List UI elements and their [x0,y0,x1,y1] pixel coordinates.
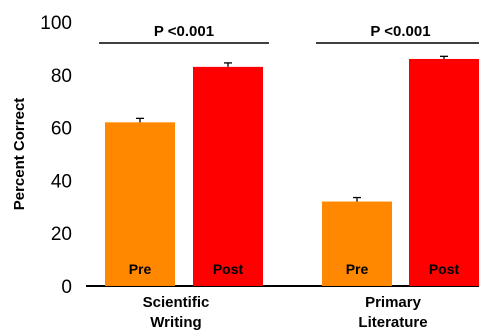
category-label: Scientific [143,294,210,311]
bars [105,55,479,287]
y-axis-label: Percent Correct [11,98,28,211]
bar-label: Pre [346,261,369,277]
category-label: Literature [358,314,427,331]
bar-label: Post [213,261,244,277]
y-tick-label: 100 [40,13,72,34]
y-tick-label: 80 [51,66,72,87]
category-label: Writing [150,314,201,331]
y-tick-label: 20 [51,224,72,245]
bar-pre [105,122,175,286]
y-tick-label: 0 [61,277,72,298]
bar-pre [322,201,392,286]
labels: Pre Post P <0.001 Scientific Writing Pre Post P… [99,23,479,331]
bar-post [193,66,263,286]
y-tick-label: 60 [51,119,72,140]
significance-label: P <0.001 [154,23,214,40]
category-label: Primary [365,294,422,311]
bar-label: Post [429,261,460,277]
bar-post [409,58,479,287]
significance-label: P <0.001 [370,23,430,40]
y-tick-label: 40 [51,171,72,192]
bar-label: Pre [129,261,152,277]
